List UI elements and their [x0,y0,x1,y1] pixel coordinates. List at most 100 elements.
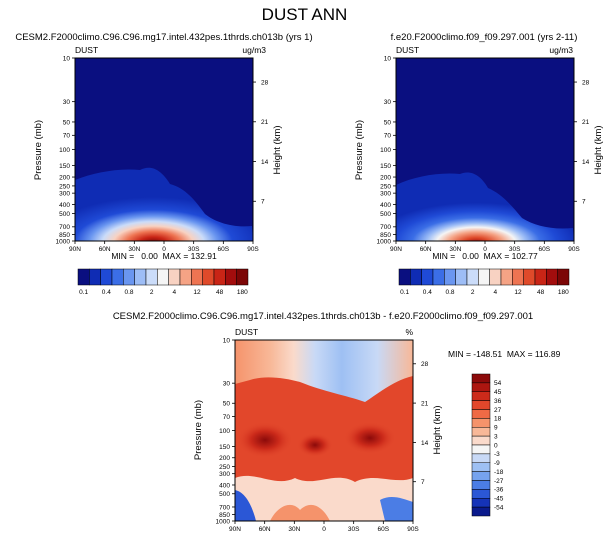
panel-3-colorbar-box [471,391,491,401]
panel-1-colorbar-box [89,268,101,286]
panel-3-negative-region-right [380,496,413,521]
panel-2-colorbar-label: 180 [558,289,569,296]
panel-2-x-tick-label: 90S [568,246,580,253]
panel-3-colorbar-box [471,498,491,508]
panel-2-y-tick-label: 250 [380,183,391,190]
panel-3-y-tick-label: 250 [219,464,230,471]
panel-2-title: f.e20.F2000climo.f09_f09.297.001 (yrs 2-… [391,32,578,43]
panel-3-x-tick-label: 60S [378,526,390,533]
panel-1-y-tick-label: 500 [59,211,70,218]
panel-2-y2-ticks: 28 21 14 7 [574,79,590,206]
panel-1-x-tick-label: 30S [188,246,200,253]
panel-3-colorbar-box [471,471,491,481]
panel-1-y-tick-label: 30 [63,99,71,106]
panel-3-colorbar-label: -3 [494,451,500,458]
panel-1-units: ug/m3 [242,45,266,55]
panel-2-y-tick-label: 400 [380,202,391,209]
panel-1-title: CESM2.F2000climo.C96.C96.mg17.intel.432p… [15,32,312,43]
panel-1-colorbar-box [213,268,226,286]
panel-2-colorbar-box [410,268,422,286]
panel-3-units: % [405,327,413,337]
panel-1-colorbar-box [179,268,192,286]
panel-2-colorbar-label: 0.1 [400,289,409,296]
panel-3-x-tick-label: 30S [348,526,360,533]
panel-1-colorbar-label: 48 [216,289,224,296]
figure-title: DUST ANN [262,5,348,24]
panel-2-colorbar-box [534,268,547,286]
panel-2-x-tick-label: 60N [420,246,432,253]
panel-2-y-tick-label: 50 [384,119,392,126]
panel-3-y-tick-label: 50 [223,401,231,408]
panel-1-y2-tick-label: 7 [261,199,265,206]
panel-1-colorbar-box [168,268,181,286]
panel-1-colorbar-box [123,268,135,286]
panel-1-variable-label: DUST [75,45,98,55]
panel-1-x-tick-label: 0 [162,246,166,253]
panel-2-y-tick-label: 70 [384,133,392,140]
panel-2-y2-tick-label: 14 [582,159,590,166]
panel-2-y2label: Height (km) [593,125,604,174]
panel-2-colorbar-label: 0.4 [423,289,432,296]
panel-3-hot-core-2 [344,422,396,454]
panel-3-colorbar-label: -54 [494,504,504,511]
panel-3-y2-tick-label: 14 [421,440,429,447]
panel-3-y-tick-label: 10 [223,337,231,344]
panel-1-stats: MIN = 0.00 MAX = 132.91 [111,251,217,261]
panel-3-colorbar-box [471,427,491,437]
panel-3-colorbar-label: 45 [494,389,502,396]
panel-3-positive-near-surface [270,504,330,521]
panel-3-y-tick-label: 150 [219,444,230,451]
panel-1-x-tick-label: 90S [247,246,259,253]
panel-1-colorbar-label: 0.1 [79,289,88,296]
panel-3-y2label: Height (km) [432,405,443,454]
panel-1-colorbar-box [202,268,215,286]
panel-2-colorbar-box [489,268,502,286]
panel-3-y-tick-label: 1000 [216,518,231,525]
panel-3-colorbar-label: -18 [494,469,504,476]
panel-1-y-tick-label: 70 [63,133,71,140]
panel-1-y-tick-label: 700 [59,224,70,231]
panel-3-colorbar-box [471,444,491,455]
panel-3-y-tick-label: 100 [219,428,230,435]
panel-3-colorbar-label: -9 [494,460,500,467]
panel-1-colorbar-box [191,268,203,286]
panel-2-colorbar-label: 48 [537,289,545,296]
panel-1-y2-tick-label: 21 [261,119,269,126]
panel-1-y2label: Height (km) [272,125,283,174]
panel-3-hot-core-3 [297,433,333,457]
panel-1-y-tick-label: 200 [59,174,70,181]
panel-2-y-tick-label: 200 [380,174,391,181]
panel-3-x-tick-label: 90S [407,526,419,533]
panel-3-hot-core-1 [237,422,293,458]
panel-3-colorbar-box [471,418,491,428]
panel-3-colorbar-box [471,489,491,499]
panel-3-colorbar-box [471,480,491,490]
panel-2-x-ticks: 90N 60N 30N 0 30S 60S 90S [390,241,580,253]
panel-1-ylabel: Pressure (mb) [33,120,44,180]
panel-1-x-tick-label: 60S [218,246,230,253]
panel-2-colorbar-box [398,268,411,286]
panel-2-colorbar-box [512,268,524,286]
panel-3-colorbar-label: -45 [494,496,504,503]
panel-1-y-tick-label: 850 [59,232,70,239]
panel-2-colorbar-box [557,268,570,286]
panel-2-y2-tick-label: 28 [582,79,590,86]
panel-3-negative-region-left [235,490,256,521]
panel-3-title: CESM2.F2000climo.C96.C96.mg17.intel.432p… [113,311,533,322]
panel-3-y-tick-label: 300 [219,471,230,478]
panel-1-colorbar-box [225,268,237,286]
panel-1-colorbar-label: 2 [150,289,154,296]
panel-2-dust-plume [396,172,574,241]
panel-1-y-tick-label: 50 [63,119,71,126]
panel-1-y-tick-label: 150 [59,163,70,170]
panel-3-y-tick-label: 400 [219,482,230,489]
panel-1-y2-tick-label: 14 [261,159,269,166]
panel-1-colorbar-box [157,268,169,286]
panel-3-x-ticks: 90N 60N 30N 0 30S 60S 90S [229,521,419,533]
panel-3-colorbar-label: 18 [494,416,502,423]
panel-2: f.e20.F2000climo.f09_f09.297.001 (yrs 2-… [354,32,604,296]
panel-2-colorbar-box [466,268,479,286]
panel-3-colorbar-box [471,400,491,410]
panel-2-x-tick-label: 0 [483,246,487,253]
